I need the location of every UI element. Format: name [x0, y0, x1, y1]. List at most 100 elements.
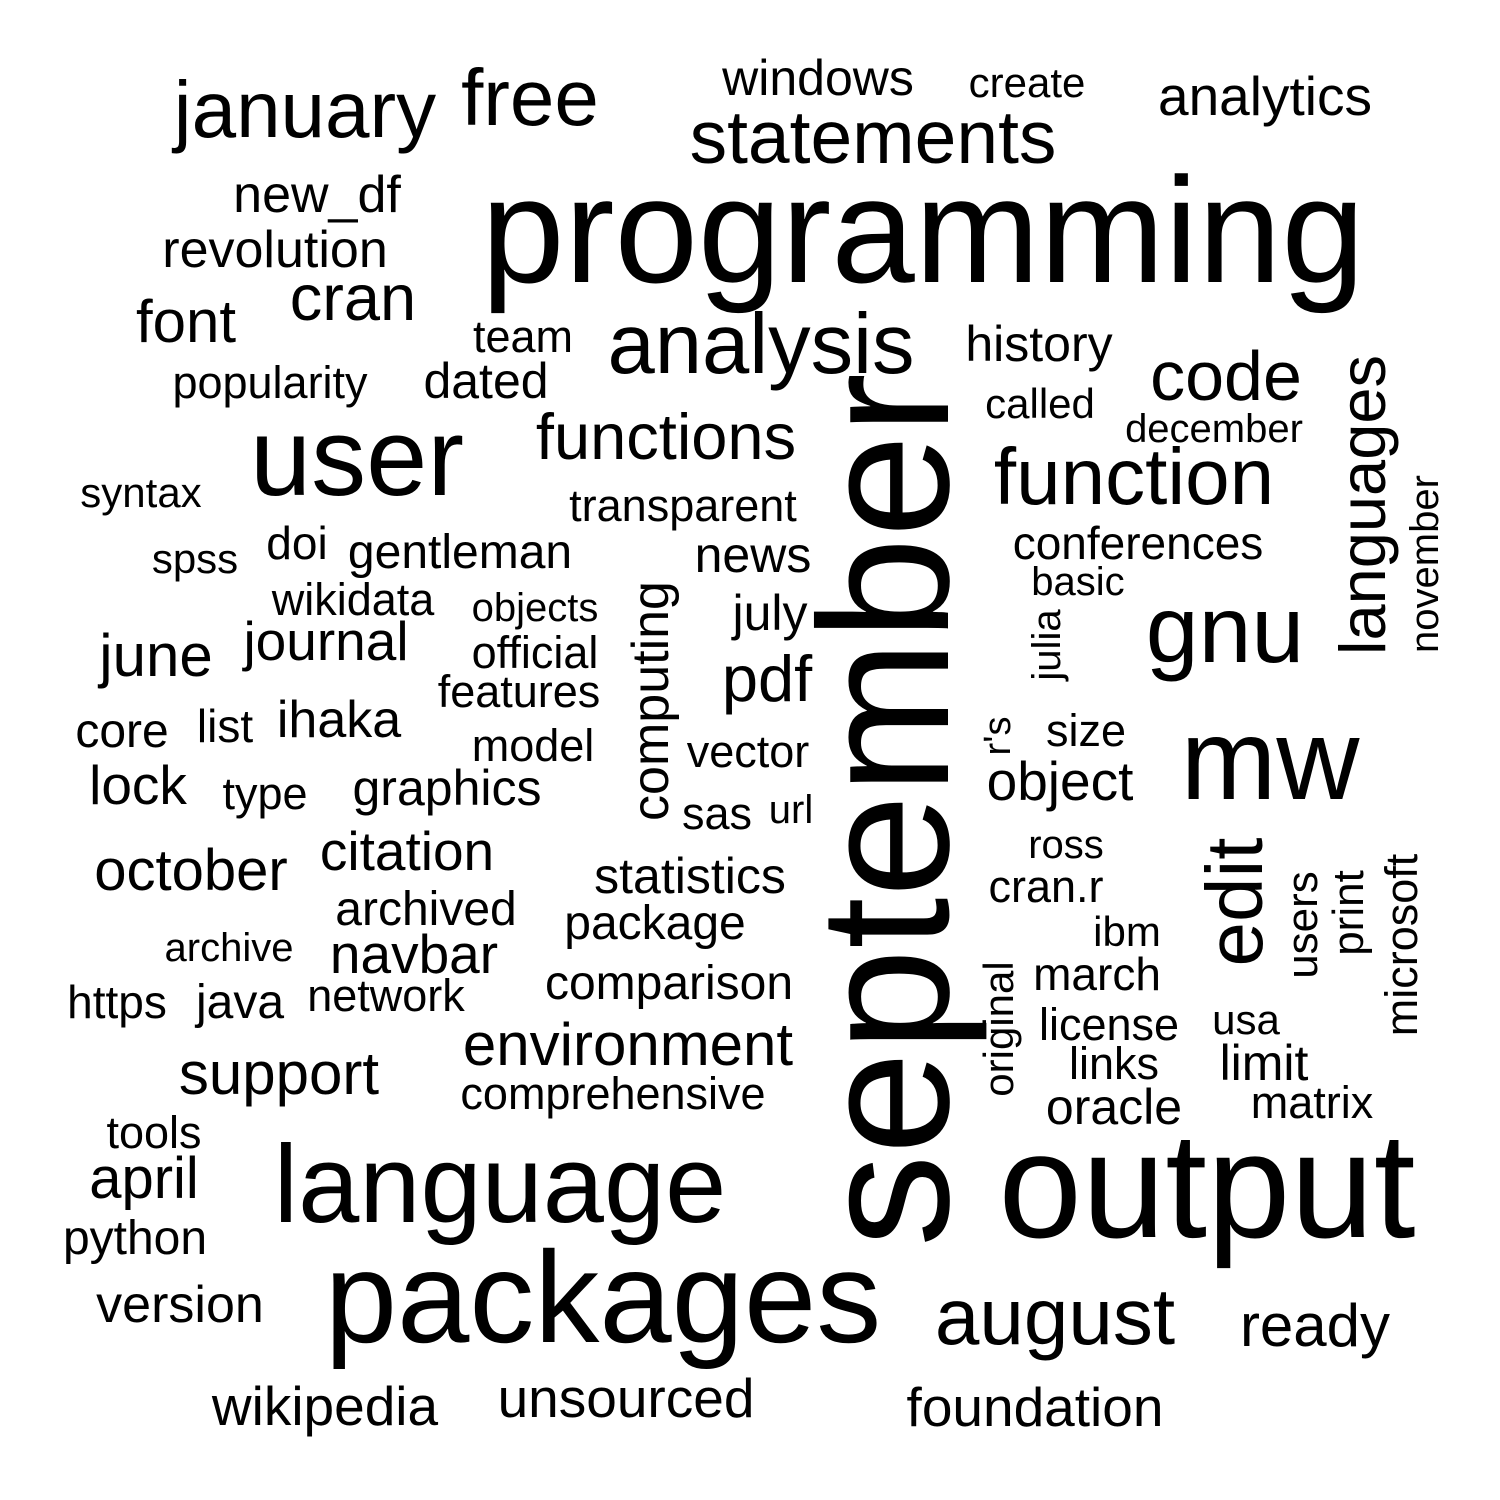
word-statements: statements: [690, 95, 1057, 179]
word-package: package: [564, 897, 745, 950]
word-gentleman: gentleman: [348, 526, 572, 579]
word-languages: languages: [1326, 355, 1399, 655]
word-user: user: [250, 396, 464, 519]
word-gnu: gnu: [1146, 577, 1305, 683]
word-news: news: [695, 527, 812, 583]
word-microsoft: microsoft: [1376, 853, 1427, 1036]
word-graphics: graphics: [353, 760, 542, 816]
word-july: july: [730, 585, 807, 641]
word-ross: ross: [1028, 823, 1104, 867]
word-oracle: oracle: [1046, 1079, 1182, 1135]
word-java: java: [194, 976, 284, 1029]
word-cran-r: cran.r: [988, 861, 1103, 912]
word-core: core: [75, 705, 168, 758]
word-conferences: conferences: [1013, 517, 1264, 569]
word-packages: packages: [325, 1224, 882, 1370]
word-mw: mw: [1181, 696, 1361, 824]
word-spss: spss: [152, 535, 238, 582]
word-computing: computing: [622, 581, 680, 821]
word-comparison: comparison: [545, 957, 793, 1010]
word-license: license: [1039, 999, 1179, 1050]
word-analysis: analysis: [607, 297, 914, 392]
word-ready: ready: [1240, 1292, 1390, 1359]
word-ihaka: ihaka: [277, 691, 401, 749]
word-pdf: pdf: [722, 642, 813, 715]
word-https: https: [67, 976, 167, 1028]
word-june: june: [97, 622, 212, 689]
word-environment: environment: [463, 1011, 794, 1078]
word-object: object: [987, 750, 1134, 812]
word-team: team: [473, 311, 573, 362]
word-python: python: [63, 1212, 207, 1265]
word-function: function: [994, 432, 1274, 521]
word-comprehensive: comprehensive: [460, 1068, 765, 1119]
word-free: free: [461, 53, 599, 142]
word-journal: journal: [241, 610, 408, 672]
word-november: november: [1403, 475, 1447, 653]
word-original: original: [975, 961, 1022, 1096]
word-april: april: [89, 1146, 199, 1211]
word-transparent: transparent: [569, 480, 797, 531]
word-march: march: [1033, 948, 1161, 1000]
word-print: print: [1324, 870, 1373, 956]
word-statistics: statistics: [594, 848, 786, 904]
word-december: december: [1125, 407, 1303, 451]
word-ibm: ibm: [1093, 908, 1161, 955]
word-programming: programming: [481, 146, 1365, 314]
word-network: network: [307, 970, 465, 1021]
word-archived: archived: [335, 883, 516, 936]
word-popularity: popularity: [172, 357, 368, 408]
word-create: create: [969, 59, 1086, 106]
word-functions: functions: [536, 400, 796, 473]
word-basic: basic: [1031, 560, 1124, 604]
word-navbar: navbar: [330, 923, 498, 985]
word-doi: doi: [266, 517, 327, 569]
word-january: january: [172, 65, 436, 154]
word-cran: cran: [290, 261, 416, 334]
word-august: august: [935, 1272, 1175, 1361]
word-foundation: foundation: [907, 1376, 1164, 1438]
word-wikipedia: wikipedia: [211, 1375, 439, 1437]
word-version: version: [96, 1276, 264, 1334]
word-windows: windows: [721, 50, 914, 106]
word-archive: archive: [165, 926, 294, 970]
word-size: size: [1046, 705, 1126, 756]
word-code: code: [1150, 337, 1302, 415]
word-dated: dated: [423, 353, 548, 409]
word-citation: citation: [320, 820, 494, 882]
word-list: list: [197, 700, 253, 752]
word-wikidata: wikidata: [271, 574, 436, 625]
word-analytics: analytics: [1158, 65, 1372, 127]
word-new-df: new_df: [233, 166, 401, 224]
word-r-s: r's: [977, 717, 1019, 756]
word-type: type: [222, 768, 307, 819]
word-limit: limit: [1220, 1035, 1309, 1091]
word-language: language: [274, 1123, 727, 1246]
word-links: links: [1069, 1038, 1159, 1089]
word-matrix: matrix: [1251, 1077, 1374, 1128]
word-edit: edit: [1190, 838, 1279, 967]
word-called: called: [985, 380, 1095, 427]
word-julia: julia: [1025, 609, 1069, 682]
word-tools: tools: [106, 1107, 201, 1158]
word-support: support: [179, 1040, 379, 1107]
word-features: features: [438, 666, 601, 717]
word-vector: vector: [687, 726, 810, 777]
word-unsourced: unsourced: [498, 1367, 755, 1429]
word-usa: usa: [1212, 996, 1280, 1043]
word-october: october: [94, 838, 287, 903]
word-official: official: [472, 627, 599, 678]
word-output: output: [998, 1101, 1415, 1269]
word-users: users: [1278, 871, 1327, 979]
word-url: url: [769, 788, 813, 832]
word-history: history: [965, 316, 1112, 372]
word-lock: lock: [89, 754, 187, 816]
word-syntax: syntax: [80, 469, 201, 516]
word-model: model: [472, 720, 595, 771]
word-objects: objects: [472, 586, 599, 630]
word-font: font: [136, 288, 236, 355]
word-sas: sas: [682, 788, 752, 839]
word-september: september: [782, 373, 988, 1247]
word-revolution: revolution: [162, 221, 387, 279]
